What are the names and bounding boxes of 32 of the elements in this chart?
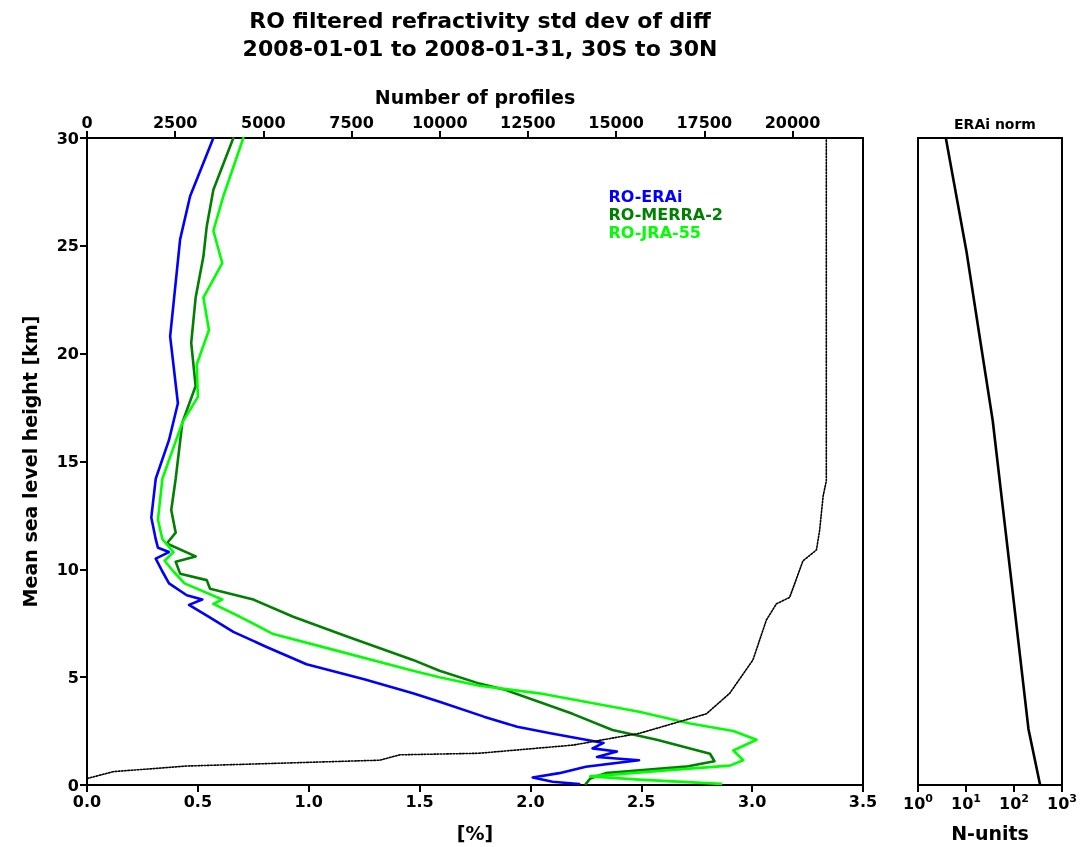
y-tick-label: 30 [56,128,79,148]
x2-tick-label: 17500 [676,112,733,132]
x2-tick-label: 15000 [588,112,644,132]
x-tick-label: 2.5 [627,791,656,811]
x2-tick-label: 0 [81,112,93,132]
x2-axis-title: Number of profiles [374,85,576,108]
y-tick-label: 5 [67,667,79,687]
text: RO-JRA-55 [608,222,701,242]
chart-title: RO filtered refractivity std dev of diff [249,7,712,33]
y-axis-title: Mean sea level height [km] [18,315,41,608]
text: RO-MERRA-2 [608,204,724,224]
x2-tick-label: 12500 [500,112,556,132]
x2-tick-label: 7500 [329,112,374,132]
x-tick-label: 3.0 [737,791,767,811]
x-axis-title: N-units [951,821,1029,844]
y-tick-label: 15 [56,452,79,471]
y-tick-label: 25 [56,236,79,256]
x2-tick-label: 10000 [411,112,468,132]
x-tick-label: 1.5 [405,791,434,811]
y-tick-label: 20 [56,344,79,364]
x-tick-label: 2.0 [516,791,545,811]
x-tick-label: 3.5 [848,791,878,811]
x-tick-label: 0.5 [183,791,213,811]
x2-tick-label: 2500 [152,112,198,132]
x2-tick-label: 20000 [764,112,821,132]
x-axis-title: [%] [456,821,494,844]
y-tick-label: 10 [56,559,79,579]
chart-title: ERAi norm [954,116,1036,132]
text: RO-ERAi [608,186,683,206]
chart-subtitle: 2008-01-01 to 2008-01-31, 30S to 30N [242,35,718,61]
x2-tick-label: 5000 [241,112,286,132]
x-tick-label: 1.0 [294,791,323,811]
